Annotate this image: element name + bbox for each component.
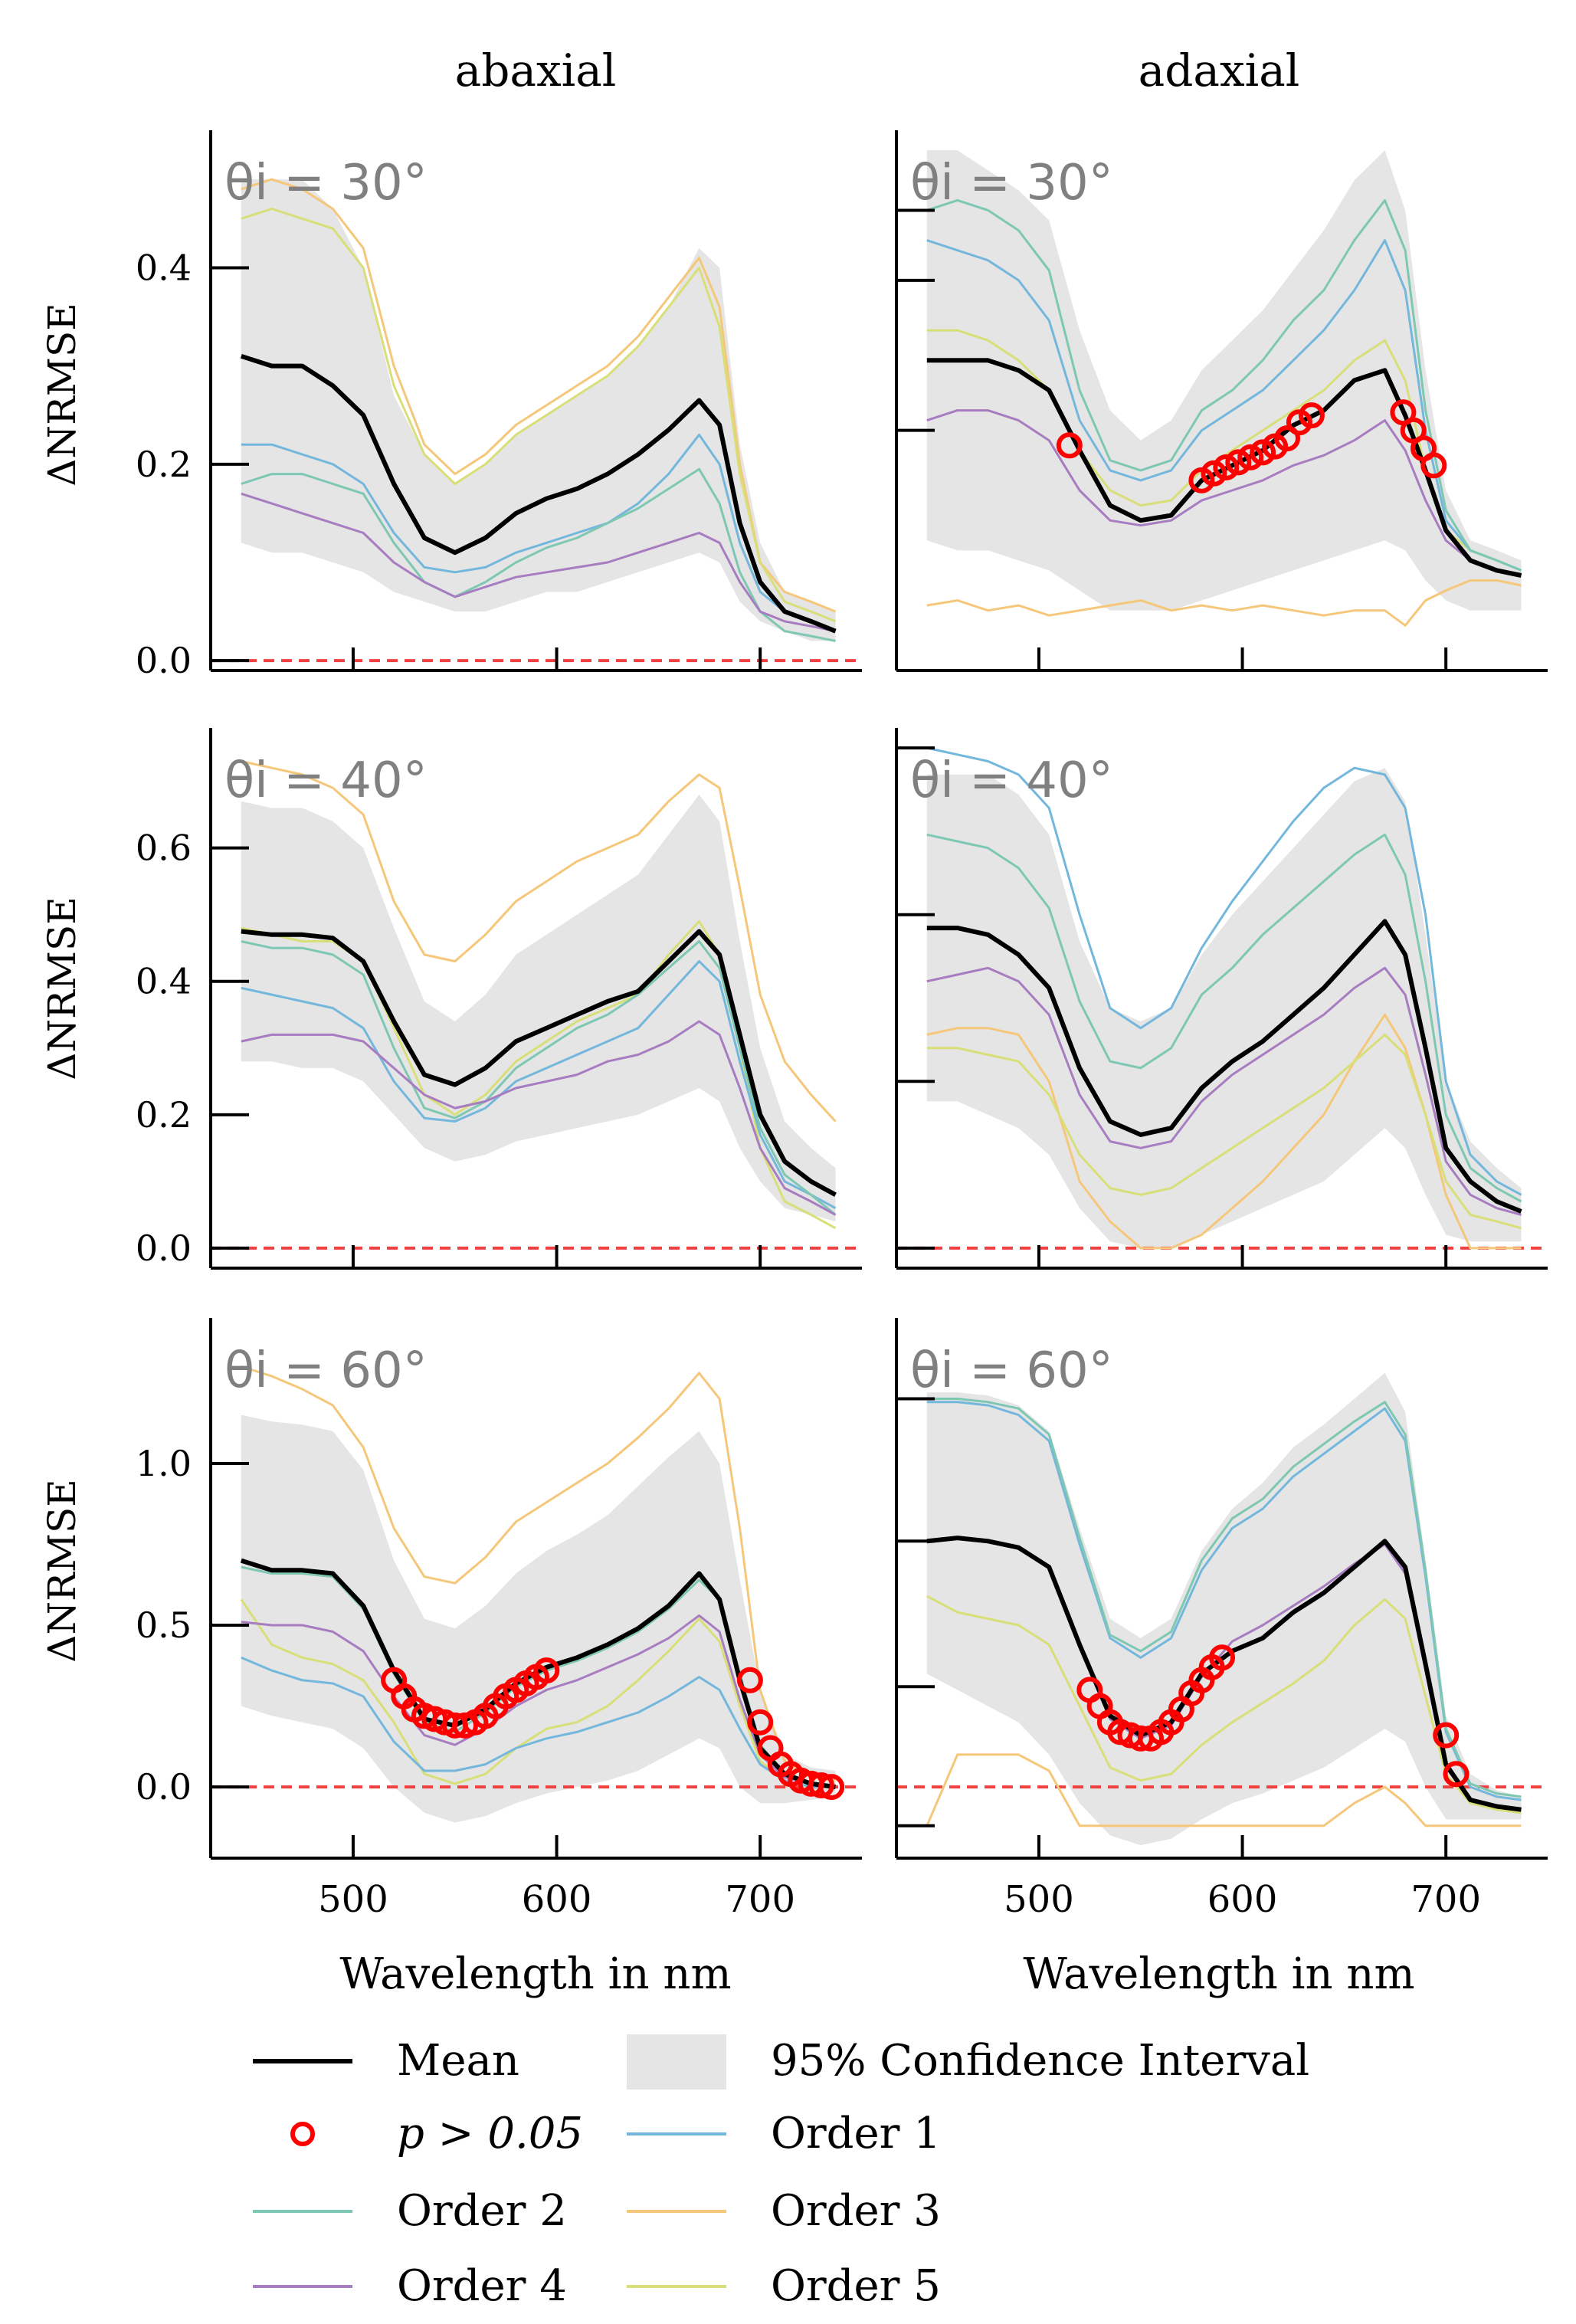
mean-line <box>926 919 1522 1214</box>
pvalue-marker <box>1056 432 1083 459</box>
pvalue-marker <box>533 1657 560 1684</box>
legend-mean-label: Mean <box>397 2036 519 2086</box>
order1-line <box>241 433 837 633</box>
legend-order2-label: Order 2 <box>397 2186 567 2236</box>
ci-band <box>241 795 836 1222</box>
ylabel-row-3: ΔNRMSE <box>40 1479 84 1662</box>
legend-order5-label: Order 5 <box>771 2261 941 2311</box>
panel-label: θi = 30° <box>224 155 428 211</box>
pvalue-marker <box>1213 454 1240 480</box>
order2-line <box>241 467 836 642</box>
y-tick-label: 0.6 <box>136 828 192 869</box>
order1-line <box>926 746 1522 1196</box>
y-tick-label: 0.2 <box>136 444 192 485</box>
x-tick-label: 600 <box>1207 1878 1278 1921</box>
ylabel-row-2: ΔNRMSE <box>40 896 84 1080</box>
pvalue-marker <box>808 1772 834 1798</box>
y-tick-label: 1.0 <box>136 1443 192 1484</box>
panel-label: θi = 40° <box>224 752 428 809</box>
order3-line <box>241 760 837 1123</box>
order3-line <box>926 1753 1522 1827</box>
col-title-adaxial: adaxial <box>1139 44 1300 97</box>
pvalue-marker <box>1237 444 1264 470</box>
y-tick-label: 0.0 <box>136 640 192 681</box>
mean-line <box>240 353 837 634</box>
panel-label: θi = 40° <box>910 752 1113 809</box>
order2-line <box>241 940 837 1216</box>
pvalue-marker <box>1298 402 1325 429</box>
panel-2-adaxial: θi = 40° <box>895 728 1548 1270</box>
order2-line <box>926 833 1522 1203</box>
pvalue-marker <box>736 1667 763 1693</box>
x-tick-label: 700 <box>1411 1878 1481 1921</box>
ci-band <box>241 1414 836 1823</box>
pvalue-marker <box>1209 1644 1235 1671</box>
ci-band <box>926 150 1522 611</box>
legend-ci-label: 95% Confidence Interval <box>771 2036 1309 2086</box>
x-tick-label: 500 <box>318 1878 388 1921</box>
panel-3-adaxial-plot-area <box>896 1372 1548 1846</box>
panel-label: θi = 30° <box>910 155 1113 211</box>
panel-1-abaxial: 0.0 0.2 0.4 θi = 30° <box>136 130 862 681</box>
panel-1-abaxial-plot-area <box>211 178 862 663</box>
x-tick-label: 700 <box>725 1878 795 1921</box>
pvalue-marker <box>1274 425 1300 452</box>
legend: Mean p > 0.05 Order 2 Order 4 95% Confid… <box>253 2034 1309 2311</box>
legend-ci-swatch <box>627 2034 726 2090</box>
order4-line <box>926 966 1522 1216</box>
legend-pval-label: p > 0.05 <box>397 2109 583 2158</box>
x-tick-label: 600 <box>522 1878 592 1921</box>
order3-line <box>241 1365 836 1782</box>
legend-order4-label: Order 4 <box>397 2261 567 2311</box>
order3-line <box>926 1013 1522 1250</box>
pvalue-marker <box>1201 460 1227 487</box>
y-tick-label: 0.4 <box>136 961 192 1002</box>
legend-pval-swatch <box>290 2122 315 2146</box>
order5-line <box>926 1033 1522 1230</box>
pvalue-marker <box>1433 1722 1460 1749</box>
pvalue-marker <box>818 1774 845 1801</box>
panel-3-abaxial: 500 600 700 0.0 0.5 1.0 θi = 60° <box>136 1318 862 1921</box>
order1-line <box>241 1656 836 1788</box>
pvalue-marker <box>747 1709 774 1736</box>
pvalue-marker <box>1443 1761 1470 1788</box>
panel-3-adaxial: 500 600 700 θi = 60° <box>895 1318 1548 1921</box>
order2-line <box>926 1398 1522 1798</box>
col-title-abaxial: abaxial <box>455 44 617 97</box>
y-tick-label: 0.4 <box>136 247 192 288</box>
legend-order3-label: Order 3 <box>771 2186 941 2236</box>
y-tick-label: 0.2 <box>136 1094 192 1136</box>
y-tick-label: 0.5 <box>136 1605 192 1646</box>
panel-2-abaxial-plot-area <box>211 760 862 1250</box>
panel-label: θi = 60° <box>910 1342 1113 1399</box>
mean-line <box>241 929 837 1197</box>
ci-band <box>926 768 1522 1248</box>
panel-2-adaxial-plot-area <box>896 746 1548 1250</box>
order4-line <box>241 492 836 633</box>
pvalue-marker <box>1225 449 1252 476</box>
order4-line <box>926 409 1522 577</box>
order4-line <box>241 1020 837 1216</box>
ci-band <box>926 1372 1522 1846</box>
order2-line <box>926 198 1522 572</box>
panels: 0.0 0.2 0.4 θi = 30° θi = 30° 0.0 0.2 0.4 0.6 θi … <box>136 130 1548 1921</box>
y-tick-label: 0.0 <box>136 1228 192 1269</box>
xlabel-right: Wavelength in nm <box>1023 1949 1414 1999</box>
pvalue-marker <box>1420 452 1447 479</box>
order3-line <box>926 579 1522 627</box>
mean-line <box>926 1536 1522 1812</box>
y-tick-label: 0.0 <box>136 1766 192 1808</box>
order5-line <box>241 208 837 623</box>
panel-label: θi = 60° <box>224 1342 428 1399</box>
panel-1-adaxial: θi = 30° <box>895 130 1548 672</box>
order1-line <box>241 960 837 1210</box>
panel-2-abaxial: 0.0 0.2 0.4 0.6 θi = 40° <box>136 728 862 1270</box>
pvalue-marker <box>1250 439 1276 466</box>
legend-order1-label: Order 1 <box>771 2109 941 2158</box>
order5-line <box>240 1598 836 1788</box>
x-tick-label: 500 <box>1004 1878 1074 1921</box>
xlabel-left: Wavelength in nm <box>339 1949 731 1999</box>
ylabel-row-1: ΔNRMSE <box>40 303 84 486</box>
